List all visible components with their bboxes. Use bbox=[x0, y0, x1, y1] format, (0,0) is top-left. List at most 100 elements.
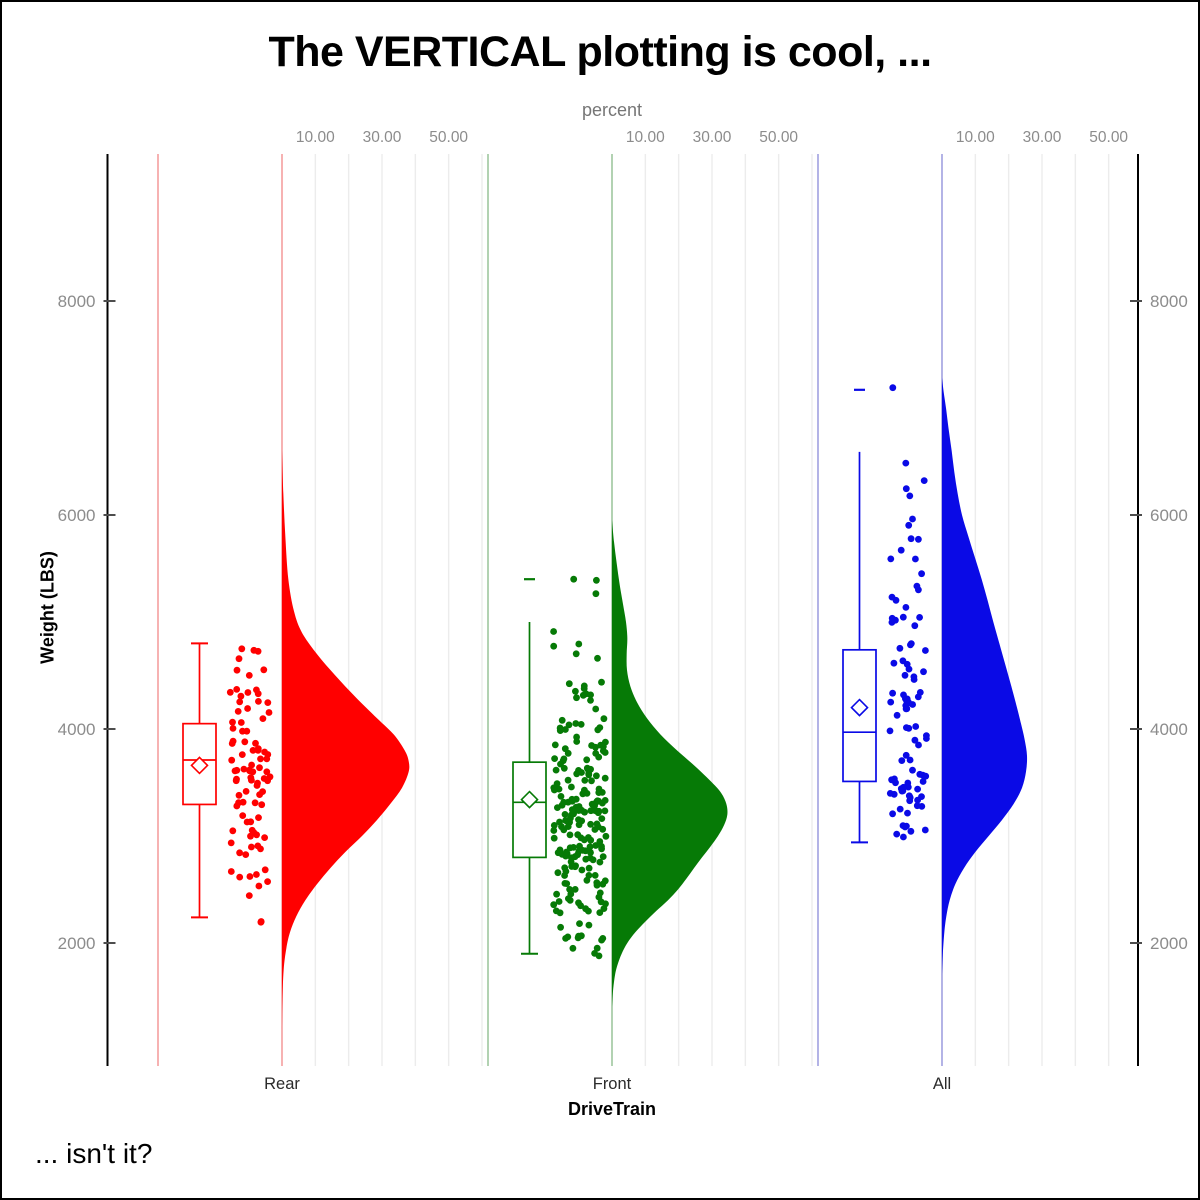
scatter-point bbox=[596, 858, 604, 866]
scatter-point bbox=[253, 831, 260, 839]
scatter-point bbox=[585, 921, 593, 929]
scatter-point bbox=[905, 665, 913, 673]
scatter-point bbox=[896, 805, 904, 813]
scatter-point bbox=[550, 901, 558, 909]
scatter-point bbox=[562, 726, 569, 733]
scatter-point bbox=[593, 879, 601, 886]
scatter-point bbox=[254, 747, 262, 754]
scatter-point bbox=[573, 694, 580, 702]
scatter-point bbox=[236, 849, 244, 857]
scatter-point bbox=[587, 820, 594, 828]
scatter-point bbox=[582, 905, 589, 913]
scatter-point bbox=[591, 872, 599, 879]
scatter-point bbox=[588, 777, 595, 785]
scatter-point bbox=[564, 776, 572, 784]
scatter-point bbox=[244, 689, 252, 696]
scatter-point bbox=[241, 738, 249, 746]
scatter-point bbox=[551, 741, 559, 749]
scatter-point bbox=[918, 570, 925, 578]
scatter-point bbox=[912, 723, 920, 730]
scatter-point bbox=[595, 952, 603, 960]
scatter-point bbox=[255, 698, 262, 705]
violin-all bbox=[942, 378, 1028, 976]
percent-tick-label: 30.00 bbox=[363, 129, 402, 146]
scatter-point bbox=[575, 640, 583, 648]
scatter-point bbox=[229, 827, 237, 835]
scatter-point bbox=[566, 831, 574, 839]
scatter-point bbox=[560, 764, 568, 772]
scatter-point bbox=[245, 892, 253, 899]
scatter-point bbox=[556, 818, 563, 826]
scatter-point bbox=[238, 751, 246, 758]
y-tick-label-right: 6000 bbox=[1150, 506, 1188, 525]
scatter-point bbox=[915, 586, 922, 594]
scatter-point bbox=[239, 727, 246, 735]
scatter-point bbox=[903, 822, 910, 830]
scatter-point bbox=[550, 822, 558, 829]
scatter-point bbox=[554, 869, 562, 877]
scatter-point bbox=[594, 654, 601, 662]
scatter-point bbox=[551, 786, 558, 794]
scatter-point bbox=[582, 847, 589, 855]
scatter-point bbox=[237, 692, 245, 700]
percent-tick-label: 50.00 bbox=[1089, 129, 1128, 146]
scatter-point bbox=[561, 811, 569, 818]
scatter-point bbox=[586, 843, 594, 851]
scatter-point bbox=[232, 777, 240, 785]
scatter-point bbox=[257, 845, 264, 853]
scatter-point bbox=[578, 866, 586, 874]
scatter-point bbox=[569, 944, 577, 952]
scatter-point bbox=[897, 785, 905, 793]
scatter-point bbox=[248, 826, 256, 834]
scatter-point bbox=[922, 647, 929, 654]
scatter-point bbox=[550, 642, 558, 650]
scatter-point bbox=[583, 876, 591, 884]
scatter-point bbox=[579, 691, 587, 699]
scatter-point bbox=[572, 687, 579, 695]
scatter-point bbox=[261, 866, 269, 874]
y-tick-label-right: 2000 bbox=[1150, 934, 1188, 953]
scatter-point bbox=[564, 749, 572, 757]
scatter-point bbox=[890, 790, 898, 798]
scatter-point bbox=[558, 716, 566, 724]
scatter-point bbox=[889, 689, 896, 697]
scatter-point bbox=[916, 614, 923, 621]
scatter-point bbox=[911, 736, 919, 744]
scatter-point bbox=[892, 596, 900, 604]
scatter-point bbox=[227, 868, 235, 875]
scatter-point bbox=[916, 689, 924, 696]
scatter-point bbox=[904, 809, 911, 817]
scatter-point bbox=[890, 659, 898, 667]
scatter-point bbox=[575, 899, 582, 907]
scatter-point bbox=[252, 739, 259, 747]
scatter-point bbox=[598, 843, 605, 850]
scatter-point bbox=[563, 848, 570, 856]
scatter-point bbox=[888, 776, 895, 784]
scatter-point bbox=[598, 815, 606, 822]
scatter-point bbox=[256, 764, 263, 772]
scatter-point bbox=[902, 485, 910, 493]
scatter-point bbox=[238, 645, 246, 653]
scatter-point bbox=[553, 890, 560, 898]
scatter-point bbox=[900, 833, 907, 841]
scatter-point bbox=[566, 886, 573, 893]
scatter-point bbox=[240, 765, 248, 773]
scatter-point bbox=[248, 761, 256, 769]
scatter-point bbox=[226, 688, 234, 696]
scatter-point bbox=[905, 521, 913, 529]
scatter-point bbox=[921, 826, 929, 834]
scatter-point bbox=[246, 767, 254, 775]
scatter-point bbox=[239, 812, 247, 819]
scatter-point bbox=[599, 825, 607, 833]
scatter-point bbox=[242, 788, 250, 795]
y-tick-label-left: 8000 bbox=[58, 292, 96, 311]
scatter-point bbox=[582, 855, 590, 863]
scatter-point bbox=[592, 705, 600, 713]
scatter-point bbox=[573, 738, 581, 745]
scatter-point bbox=[257, 755, 264, 763]
scatter-point bbox=[565, 680, 573, 688]
scatter-point bbox=[601, 774, 609, 782]
scatter-point bbox=[248, 776, 255, 784]
scatter-point bbox=[564, 823, 572, 830]
